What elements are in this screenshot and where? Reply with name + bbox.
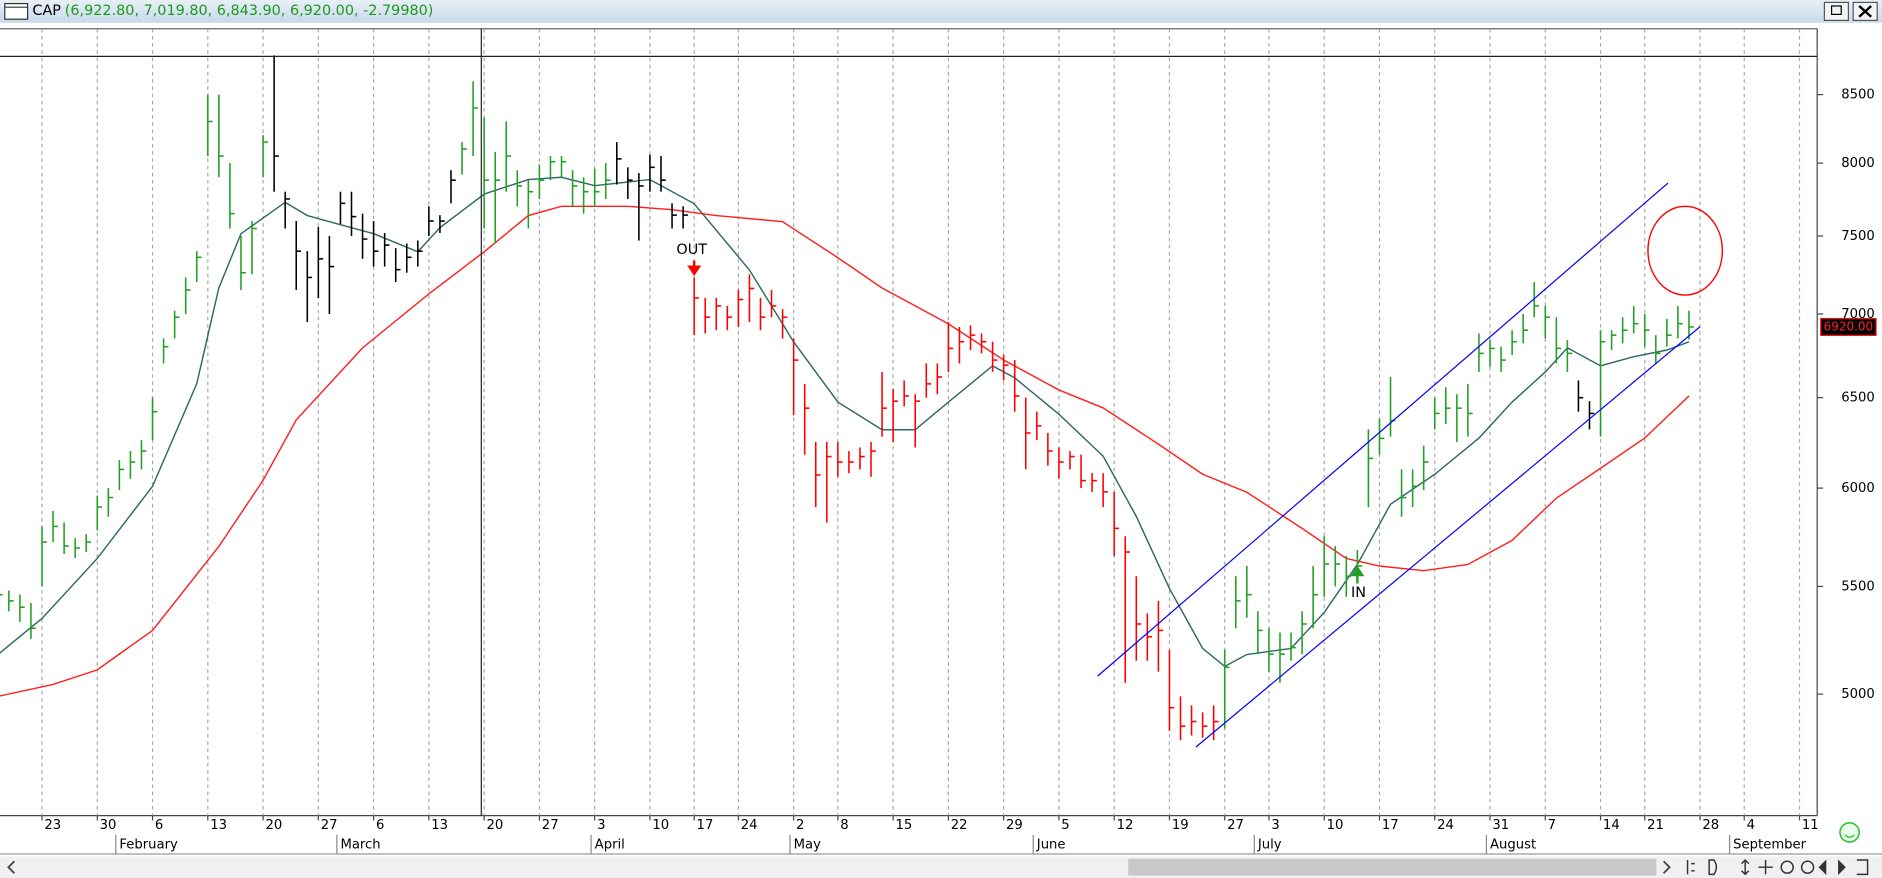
x-tick-label: 6 bbox=[155, 818, 163, 833]
x-tick-label: 22 bbox=[951, 818, 968, 833]
title-bar bbox=[0, 0, 1882, 23]
window-icon bbox=[4, 2, 29, 20]
x-tick-label: 15 bbox=[896, 818, 913, 833]
tool-zoom-in[interactable] bbox=[1800, 860, 1815, 874]
plot-area: OUT IN bbox=[0, 28, 1801, 816]
x-tick-label: 21 bbox=[1647, 818, 1664, 833]
x-tick-label: 27 bbox=[321, 818, 338, 833]
tool-zoom-out[interactable] bbox=[1780, 860, 1794, 874]
tool-zoom-date[interactable] bbox=[1686, 860, 1695, 875]
tool-move[interactable] bbox=[1758, 860, 1773, 875]
quote: (6,922.80, 7,019.80, 6,843.90, 6,920.00,… bbox=[65, 3, 434, 19]
restore-icon bbox=[1830, 5, 1842, 15]
x-tick-label: 3 bbox=[1271, 818, 1279, 833]
month-label: March bbox=[340, 837, 380, 852]
x-tick-label: 11 bbox=[1802, 818, 1819, 833]
x-tick-label: 6 bbox=[376, 818, 384, 833]
x-tick-label: 5 bbox=[1061, 818, 1069, 833]
x-tick-label: 28 bbox=[1702, 818, 1719, 833]
tool-end[interactable] bbox=[1856, 859, 1869, 876]
x-tick-label: 29 bbox=[1006, 818, 1023, 833]
scroll-thumb[interactable] bbox=[1128, 858, 1657, 876]
y-tick-label: 8500 bbox=[1841, 88, 1875, 103]
month-label: June bbox=[1036, 837, 1066, 852]
x-tick-label: 24 bbox=[741, 818, 758, 833]
x-tick-label: 20 bbox=[265, 818, 282, 833]
close-icon bbox=[1858, 5, 1873, 18]
x-tick-label: 23 bbox=[44, 818, 61, 833]
x-tick-label: 10 bbox=[652, 818, 669, 833]
month-label: September bbox=[1733, 837, 1806, 852]
annotation-arrow bbox=[1350, 565, 1365, 584]
annotation-label: IN bbox=[1351, 585, 1366, 601]
x-tick-label: 27 bbox=[1227, 818, 1244, 833]
x-tick-label: 13 bbox=[431, 818, 448, 833]
highlight-circle bbox=[1647, 205, 1724, 296]
x-tick-label: 14 bbox=[1603, 818, 1620, 833]
y-tick-label: 7500 bbox=[1841, 229, 1875, 244]
x-tick-label: 24 bbox=[1437, 818, 1454, 833]
moving-average bbox=[0, 205, 1690, 697]
month-label: May bbox=[794, 837, 821, 852]
axes: 23 30 6 13 20 27 6 13 20 27 3 10 17 24 2 8 15 22 29 5 12 19 27… bbox=[41, 88, 1877, 855]
scroll-right[interactable] bbox=[1662, 860, 1671, 874]
x-tick-label: 17 bbox=[1382, 818, 1399, 833]
restore-button[interactable] bbox=[1823, 1, 1849, 21]
x-tick-label: 7 bbox=[1548, 818, 1556, 833]
trend-channel bbox=[1097, 182, 1669, 677]
toolbar-icons bbox=[1686, 858, 1869, 876]
annotation-arrow bbox=[687, 260, 702, 277]
annotation-label: OUT bbox=[676, 242, 707, 258]
month-label: February bbox=[119, 837, 178, 852]
y-tick-label: 6000 bbox=[1841, 481, 1875, 496]
x-tick-label: 19 bbox=[1172, 818, 1189, 833]
trend-channel bbox=[1195, 326, 1701, 748]
y-tick-label: 5000 bbox=[1841, 687, 1875, 702]
x-tick-label: 12 bbox=[1117, 818, 1134, 833]
x-tick-label: 27 bbox=[542, 818, 559, 833]
x-tick-label: 31 bbox=[1492, 818, 1509, 833]
scroll-left[interactable] bbox=[7, 860, 16, 874]
x-tick-label: 10 bbox=[1327, 818, 1344, 833]
y-tick-label: 8000 bbox=[1841, 156, 1875, 171]
last-price-label: 6920.00 bbox=[1824, 319, 1874, 333]
symbol: CAP bbox=[32, 3, 61, 19]
x-tick-label: 30 bbox=[100, 818, 117, 833]
y-tick-label: 6500 bbox=[1841, 391, 1875, 406]
month-label: April bbox=[595, 837, 625, 852]
x-tick-label: 2 bbox=[796, 818, 804, 833]
last-price-box bbox=[1820, 317, 1877, 336]
smiley-mouth bbox=[1844, 834, 1855, 838]
x-tick-label: 4 bbox=[1747, 818, 1755, 833]
x-tick-label: 3 bbox=[597, 818, 605, 833]
tool-step[interactable] bbox=[1818, 859, 1846, 875]
tool-date[interactable] bbox=[1708, 859, 1718, 876]
tool-vertical[interactable] bbox=[1741, 858, 1750, 876]
x-tick-label: 13 bbox=[210, 818, 227, 833]
status-smiley[interactable] bbox=[1839, 822, 1860, 843]
y-tick-label: 5500 bbox=[1841, 579, 1875, 594]
month-label: August bbox=[1490, 837, 1536, 852]
x-tick-label: 20 bbox=[487, 818, 504, 833]
x-tick-label: 8 bbox=[840, 818, 848, 833]
month-label: July bbox=[1257, 837, 1282, 852]
x-tick-label: 17 bbox=[697, 818, 714, 833]
